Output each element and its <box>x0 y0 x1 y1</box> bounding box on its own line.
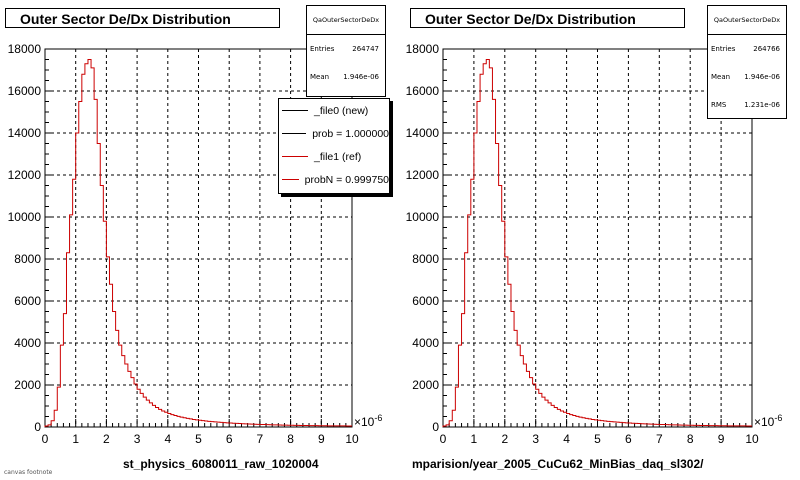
legend-label: _file0 (new) <box>314 104 369 117</box>
x-tick-label: 9 <box>718 432 725 446</box>
footnote-text: canvas footnote <box>4 469 53 476</box>
y-tick-label: 2000 <box>412 378 439 392</box>
legend-entry: _file1 (ref) <box>279 145 389 168</box>
legend-swatch <box>282 110 308 111</box>
y-tick-label: 4000 <box>14 336 41 350</box>
stats-row-entries-right: Entries 264766 <box>708 35 786 63</box>
x-tick-label: 10 <box>345 432 359 446</box>
x-axis-label-right: mparision/year_2005_CuCu62_MinBias_daq_s… <box>412 457 704 471</box>
y-tick-label: 10000 <box>8 210 42 224</box>
x-tick-label: 6 <box>625 432 632 446</box>
stats-label: Mean <box>310 73 330 81</box>
y-tick-label: 6000 <box>412 294 439 308</box>
stats-name-left: QaOuterSectorDeDx <box>307 6 385 35</box>
y-tick-label: 18000 <box>406 42 440 56</box>
stats-box-left: QaOuterSectorDeDx Entries 264747 Mean 1.… <box>306 5 386 97</box>
x-tick-label: 7 <box>257 432 264 446</box>
y-tick-label: 12000 <box>406 168 440 182</box>
y-tick-label: 10000 <box>406 210 440 224</box>
x-tick-label: 4 <box>563 432 570 446</box>
y-tick-label: 6000 <box>14 294 41 308</box>
x-tick-label: 0 <box>440 432 447 446</box>
y-tick-label: 14000 <box>8 126 42 140</box>
legend-label: prob = 1.000000 <box>312 127 389 140</box>
x-tick-label: 3 <box>134 432 141 446</box>
stats-value: 264766 <box>753 45 780 53</box>
x-tick-label: 4 <box>164 432 171 446</box>
legend-entry: probN = 0.999750 <box>279 168 389 191</box>
stats-row-mean-left: Mean 1.946e-06 <box>307 63 385 91</box>
histogram-panel-right: 0 1 2 3 4 5 6 7 8 9 10 0 2000 4000 6000 8000 10000 12000 1… <box>406 42 783 446</box>
legend-label: probN = 0.999750 <box>304 173 389 186</box>
y-tick-label: 16000 <box>406 84 440 98</box>
histogram-series <box>442 59 752 427</box>
stats-name-right: QaOuterSectorDeDx <box>708 6 786 35</box>
stats-value: 1.231e-06 <box>744 101 780 109</box>
y-tick-label: 14000 <box>406 126 440 140</box>
x-axis-exponent-label: ×10-6 <box>354 413 382 429</box>
y-tick-label: 4000 <box>412 336 439 350</box>
x-tick-label: 10 <box>745 432 759 446</box>
x-tick-label: 3 <box>532 432 539 446</box>
x-axis-label-left: st_physics_6080011_raw_1020004 <box>123 457 319 471</box>
legend-entry: prob = 1.000000 <box>279 122 389 145</box>
stats-value: 1.946e-06 <box>744 73 780 81</box>
y-tick-label: 12000 <box>8 168 42 182</box>
y-tick-label: 8000 <box>412 252 439 266</box>
stats-row-mean-right: Mean 1.946e-06 <box>708 63 786 91</box>
stats-label: Entries <box>310 45 335 53</box>
chart-title-left: Outer Sector De/Dx Distribution <box>5 8 280 28</box>
stats-row-entries-left: Entries 264747 <box>307 35 385 63</box>
stats-box-right: QaOuterSectorDeDx Entries 264766 Mean 1.… <box>707 5 787 119</box>
legend-box: _file0 (new) prob = 1.000000 _file1 (ref… <box>278 98 390 194</box>
stats-value: 264747 <box>352 45 379 53</box>
stats-label: Mean <box>711 73 731 81</box>
x-tick-label: 2 <box>103 432 110 446</box>
stats-label: Entries <box>711 45 736 53</box>
y-tick-label: 2000 <box>14 378 41 392</box>
stats-row-rms-right: RMS 1.231e-06 <box>708 91 786 119</box>
x-tick-label: 2 <box>501 432 508 446</box>
chart-title-right: Outer Sector De/Dx Distribution <box>410 8 685 28</box>
x-tick-label: 5 <box>195 432 202 446</box>
x-tick-label: 7 <box>656 432 663 446</box>
legend-entry: _file0 (new) <box>279 99 389 122</box>
histogram-series <box>44 59 352 427</box>
x-tick-label: 8 <box>287 432 294 446</box>
y-tick-label: 0 <box>432 420 439 434</box>
legend-swatch <box>282 133 307 134</box>
x-tick-label: 5 <box>594 432 601 446</box>
x-tick-label: 1 <box>72 432 79 446</box>
y-tick-label: 18000 <box>8 42 42 56</box>
x-tick-label: 6 <box>226 432 233 446</box>
legend-label: _file1 (ref) <box>314 150 362 163</box>
x-tick-label: 9 <box>318 432 325 446</box>
x-tick-label: 0 <box>42 432 49 446</box>
y-tick-label: 0 <box>34 420 41 434</box>
x-tick-label: 8 <box>687 432 694 446</box>
x-axis-exponent-label: ×10-6 <box>754 413 782 429</box>
y-tick-label: 8000 <box>14 252 41 266</box>
stats-label: RMS <box>711 101 727 109</box>
legend-swatch <box>282 179 299 180</box>
y-tick-label: 16000 <box>8 84 42 98</box>
legend-swatch <box>282 156 308 157</box>
x-tick-label: 1 <box>471 432 478 446</box>
stats-value: 1.946e-06 <box>343 73 379 81</box>
